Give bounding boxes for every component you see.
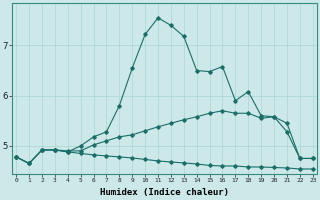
X-axis label: Humidex (Indice chaleur): Humidex (Indice chaleur) [100, 188, 229, 197]
